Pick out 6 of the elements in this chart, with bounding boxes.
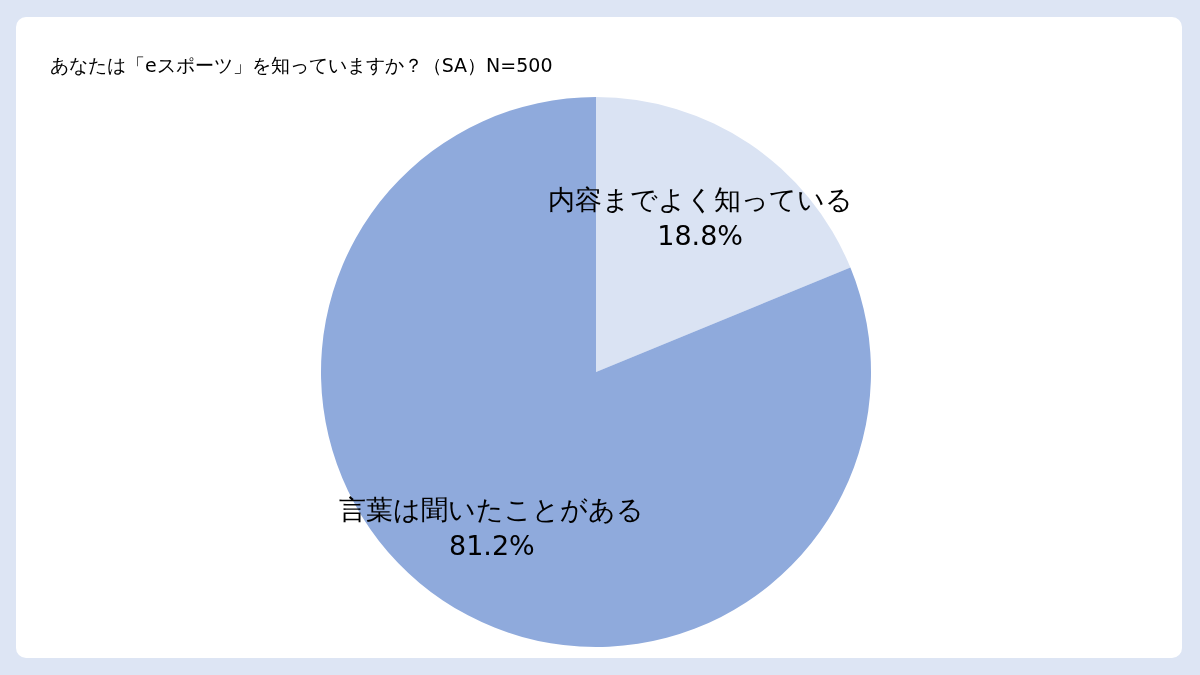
slice-label: 言葉は聞いたことがある [339,494,645,526]
pie-slice [321,97,871,647]
chart-title: あなたは「eスポーツ」を知っていますか？（SA）N=500 [50,53,553,78]
data-label: 81.2% [448,530,535,562]
slice-label: 内容までよく知っている [547,183,853,215]
data-label: 18.8% [657,219,744,251]
